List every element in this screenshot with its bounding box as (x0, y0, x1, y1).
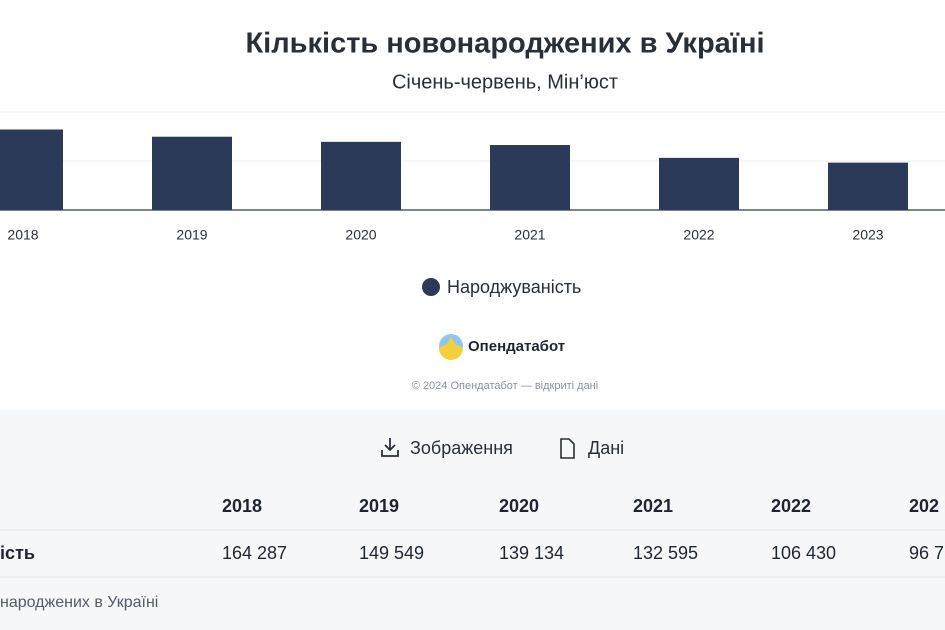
table-cell: 164 287 (222, 543, 287, 563)
bar (490, 145, 570, 210)
column-header: 202 (909, 496, 939, 516)
button-label[interactable]: Зображення (410, 438, 513, 458)
x-tick-label: 2022 (683, 227, 714, 243)
legend-marker (422, 278, 440, 296)
legend-label: Народжуваність (447, 277, 581, 297)
download-image-button[interactable]: Зображення (381, 438, 513, 458)
column-header: 2021 (633, 496, 673, 516)
bar (659, 157, 739, 210)
chart-title: Кількість новонароджених в Україні (245, 28, 764, 60)
table-cell: 132 595 (633, 543, 698, 563)
plot: 2018 2019 2020 2021 2022 2023 (0, 111, 945, 243)
footer-note: © 2024 Опендатабот — відкриті дані (412, 380, 598, 392)
bar (321, 141, 401, 210)
x-tick-label: 2020 (345, 227, 376, 243)
x-tick-label: 2018 (7, 227, 38, 243)
bar (828, 162, 908, 210)
bottom-panel (0, 410, 945, 630)
bar (152, 136, 232, 210)
table-caption: народжених в Україні (0, 594, 158, 611)
chart-subtitle: Січень-червень, Мін’юст (392, 71, 618, 93)
table-cell: 96 7 (909, 543, 944, 563)
download-icon (381, 438, 399, 457)
bar (0, 129, 63, 210)
button-label[interactable]: Дані (588, 438, 624, 458)
column-header: 2020 (499, 496, 539, 516)
column-header: 2022 (771, 496, 811, 516)
table-cell: 149 549 (359, 543, 424, 563)
logo-icon-sun (439, 337, 463, 360)
legend: Народжуваність (422, 277, 581, 297)
table-cell: 139 134 (499, 543, 564, 563)
csv-icon (560, 438, 575, 459)
row-header: ість (0, 543, 35, 563)
download-data-button[interactable]: Дані (560, 438, 624, 459)
x-tick-label: 2023 (852, 227, 883, 243)
x-tick-label: 2021 (514, 227, 545, 243)
column-header: 2018 (222, 496, 262, 516)
table-cell: 106 430 (771, 543, 836, 563)
logo: Опендатабот (439, 334, 565, 360)
logo-text: Опендатабот (468, 338, 565, 355)
x-tick-label: 2019 (176, 227, 207, 243)
column-header: 2019 (359, 496, 399, 516)
data-table: народжених в Україні 2018 2019 2020 2021 202… (0, 496, 945, 611)
